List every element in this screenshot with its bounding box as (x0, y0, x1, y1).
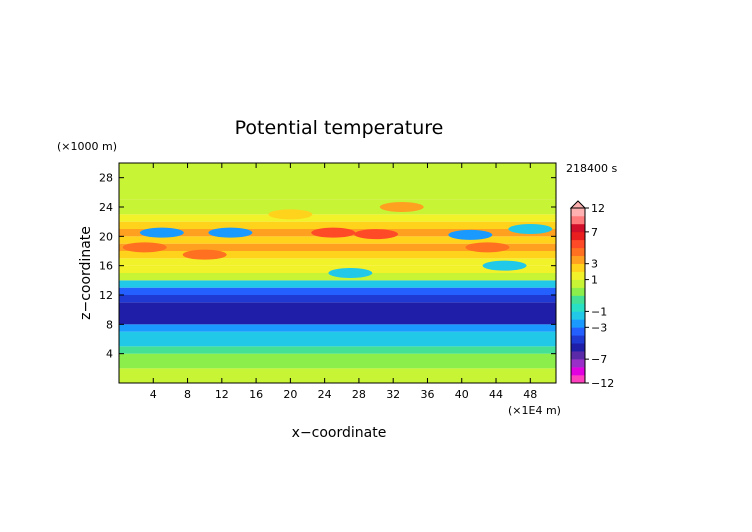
y-axis-label: z−coordinate (78, 226, 94, 320)
colorbar-swatch (571, 271, 585, 280)
x-tick-label: 4 (150, 388, 157, 401)
x-tick-label: 12 (215, 388, 229, 401)
y-tick-label: 28 (99, 172, 113, 185)
plot-frame (118, 162, 557, 384)
colorbar-swatch (571, 263, 585, 272)
colorbar-swatch (571, 255, 585, 264)
heat-anomaly (182, 249, 227, 260)
heat-anomaly (328, 268, 373, 278)
heat-anomaly (482, 260, 527, 271)
colorbar-swatch (571, 231, 585, 241)
colorbar-swatch (571, 208, 585, 217)
heat-band (119, 221, 556, 229)
y-tick-label: 4 (106, 348, 113, 361)
colorbar-swatch (571, 367, 585, 376)
colorbar-swatch (571, 247, 585, 257)
heat-band (119, 331, 556, 347)
colorbar-label: −12 (591, 377, 614, 390)
colorbar-swatch (571, 223, 585, 233)
x-tick-label: 16 (249, 388, 263, 401)
heat-band (119, 251, 556, 259)
chart-title: Potential temperature (235, 117, 444, 139)
colorbar-label: 1 (591, 274, 598, 287)
colorbar-label: 7 (591, 226, 598, 239)
heat-anomaly (268, 209, 313, 220)
colorbar-swatch (571, 279, 585, 288)
colorbar-swatch (571, 319, 585, 328)
x-tick-label: 36 (420, 388, 434, 401)
x-tick-label: 28 (352, 388, 366, 401)
heat-band (119, 324, 556, 332)
heat-band (119, 280, 556, 288)
heat-band (119, 368, 556, 383)
colorbar-swatch (571, 375, 585, 384)
colorbar-frame (570, 207, 586, 384)
heat-band (119, 302, 556, 325)
colorbar-swatch (571, 311, 585, 320)
y-unit-label: (×1000 m) (57, 140, 117, 153)
heat-anomaly (311, 227, 356, 238)
x-unit-label: (×1E4 m) (508, 404, 561, 417)
colorbar-swatch (571, 327, 585, 336)
x-tick-label: 32 (386, 388, 400, 401)
colorbar-swatch (571, 215, 585, 225)
y-tick-label: 20 (99, 230, 113, 243)
y-axis-ticks: 4 8 12 16 20 24 28 (99, 172, 556, 361)
y-tick-label: 8 (106, 318, 113, 331)
x-tick-label: 48 (523, 388, 537, 401)
x-tick-label: 40 (455, 388, 469, 401)
x-axis-ticks: 4 8 12 16 20 24 28 32 36 40 44 48 (150, 163, 537, 401)
heatmap-field (119, 163, 556, 383)
colorbar-swatch (571, 351, 585, 360)
colorbar-swatch (571, 335, 585, 344)
x-tick-label: 20 (283, 388, 297, 401)
heat-band (119, 258, 556, 266)
colorbar-swatch (571, 239, 585, 249)
heat-anomaly (448, 229, 493, 240)
colorbar-swatch (571, 295, 585, 304)
colorbar-swatch (571, 287, 585, 296)
heat-anomaly (139, 227, 184, 238)
x-tick-label: 8 (184, 388, 191, 401)
heat-anomaly (465, 242, 510, 253)
colorbar: 12 7 3 1 −1 −3 −7 −12 (569, 200, 614, 390)
heat-anomaly (354, 229, 399, 240)
colorbar-label: 3 (591, 258, 598, 271)
heat-band (119, 243, 556, 251)
colorbar-swatch (571, 343, 585, 352)
colorbar-swatch (571, 303, 585, 312)
time-label: 218400 s (566, 162, 617, 175)
colorbar-extend-arrow (569, 200, 587, 209)
heat-band (119, 214, 556, 222)
heat-band (119, 353, 556, 369)
colorbar-label: −1 (591, 305, 607, 318)
heat-band (119, 163, 556, 200)
heat-band (119, 287, 556, 295)
heat-anomaly (508, 224, 553, 234)
heat-anomaly (379, 202, 424, 212)
colorbar-label: −3 (591, 321, 607, 334)
heat-band (119, 346, 556, 354)
x-tick-label: 44 (489, 388, 503, 401)
heat-band (119, 295, 556, 303)
x-axis-label: x−coordinate (292, 425, 387, 441)
colorbar-swatch (571, 359, 585, 368)
heat-band (119, 199, 556, 215)
heat-anomaly (208, 227, 253, 238)
colorbar-label: −7 (591, 353, 607, 366)
y-tick-label: 16 (99, 260, 113, 273)
heat-anomaly (122, 242, 167, 253)
colorbar-label: 12 (591, 202, 605, 215)
y-tick-label: 24 (99, 201, 113, 214)
x-tick-label: 24 (318, 388, 332, 401)
y-tick-label: 12 (99, 289, 113, 302)
heat-band (119, 236, 556, 244)
